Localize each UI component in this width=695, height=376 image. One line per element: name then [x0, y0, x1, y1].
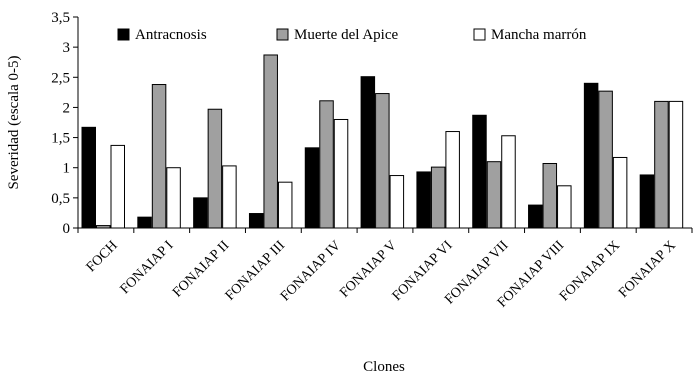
- legend-swatch-antracnosis: [117, 28, 130, 41]
- y-tick-label: 0,5: [51, 191, 70, 207]
- bar-antracnosis-2: [137, 216, 152, 229]
- bar-mancha-marrón-4: [277, 181, 293, 229]
- bar-antracnosis-1: [81, 126, 96, 229]
- bar-mancha-marrón-1: [110, 144, 125, 229]
- bar-muerte-del-apice-7: [430, 166, 446, 229]
- bar-mancha-marrón-9: [557, 185, 572, 229]
- bar-mancha-marrón-7: [445, 131, 460, 229]
- legend: Antracnosis Muerte del Apice Mancha marrón: [117, 27, 587, 43]
- x-tick-label: FOCH: [84, 238, 121, 275]
- bar-mancha-marrón-11: [668, 100, 684, 229]
- y-tick-label: 1,5: [51, 131, 70, 147]
- y-tick-label: 3,5: [51, 10, 70, 26]
- y-axis: 0 0,5 1 1,5 2 2,5 3 3,5: [51, 10, 79, 237]
- y-tick-label: 3: [63, 40, 71, 56]
- bars: [81, 54, 684, 229]
- legend-label-antracnosis: Antracnosis: [135, 27, 207, 43]
- bar-muerte-del-apice-9: [542, 162, 558, 229]
- bar-antracnosis-8: [472, 114, 487, 229]
- x-tick-label: FONAIAP II: [170, 238, 232, 300]
- legend-label-mancha-marrón: Mancha marrón: [491, 27, 587, 43]
- x-axis-title: Clones: [363, 359, 405, 375]
- bar-antracnosis-10: [583, 82, 599, 229]
- bar-antracnosis-3: [193, 197, 208, 229]
- bar-muerte-del-apice-10: [598, 90, 613, 229]
- bar-muerte-del-apice-2: [151, 84, 167, 229]
- y-tick-label: 0: [63, 221, 71, 237]
- bar-mancha-marrón-10: [612, 156, 628, 229]
- bar-muerte-del-apice-5: [319, 100, 334, 229]
- bar-antracnosis-9: [528, 204, 543, 229]
- y-tick-label: 2,5: [51, 70, 70, 86]
- bar-mancha-marrón-8: [501, 135, 516, 229]
- bar-mancha-marrón-3: [222, 165, 237, 229]
- y-tick-label: 1: [63, 161, 71, 177]
- bar-muerte-del-apice-4: [263, 54, 278, 229]
- x-tick-label: FONAIAP X: [616, 238, 679, 301]
- y-tick-label: 2: [63, 100, 71, 116]
- bar-muerte-del-apice-8: [486, 161, 502, 229]
- legend-label-muerte-del-apice: Muerte del Apice: [294, 27, 398, 43]
- bar-mancha-marrón-2: [166, 167, 181, 229]
- bar-muerte-del-apice-11: [654, 100, 669, 229]
- bar-muerte-del-apice-3: [207, 108, 223, 229]
- legend-swatch-muerte-del-apice: [276, 28, 289, 41]
- x-tick-label: FONAIAP IV: [278, 238, 344, 304]
- x-tick-label: FONAIAP IX: [557, 238, 623, 304]
- bar-antracnosis-6: [360, 76, 376, 229]
- bar-mancha-marrón-6: [389, 175, 405, 229]
- y-axis-title: Severidad (escala 0-5): [6, 55, 22, 189]
- x-tick-label: FONAIAP I: [118, 238, 177, 297]
- bar-muerte-del-apice-6: [375, 93, 390, 229]
- bar-mancha-marrón-5: [333, 118, 349, 229]
- bar-antracnosis-11: [639, 174, 655, 229]
- x-tick-label: FONAIAP V: [337, 238, 400, 301]
- bar-antracnosis-7: [416, 171, 431, 229]
- legend-swatch-mancha-marrón: [473, 28, 486, 41]
- bar-antracnosis-4: [248, 213, 264, 229]
- bar-antracnosis-5: [304, 147, 320, 229]
